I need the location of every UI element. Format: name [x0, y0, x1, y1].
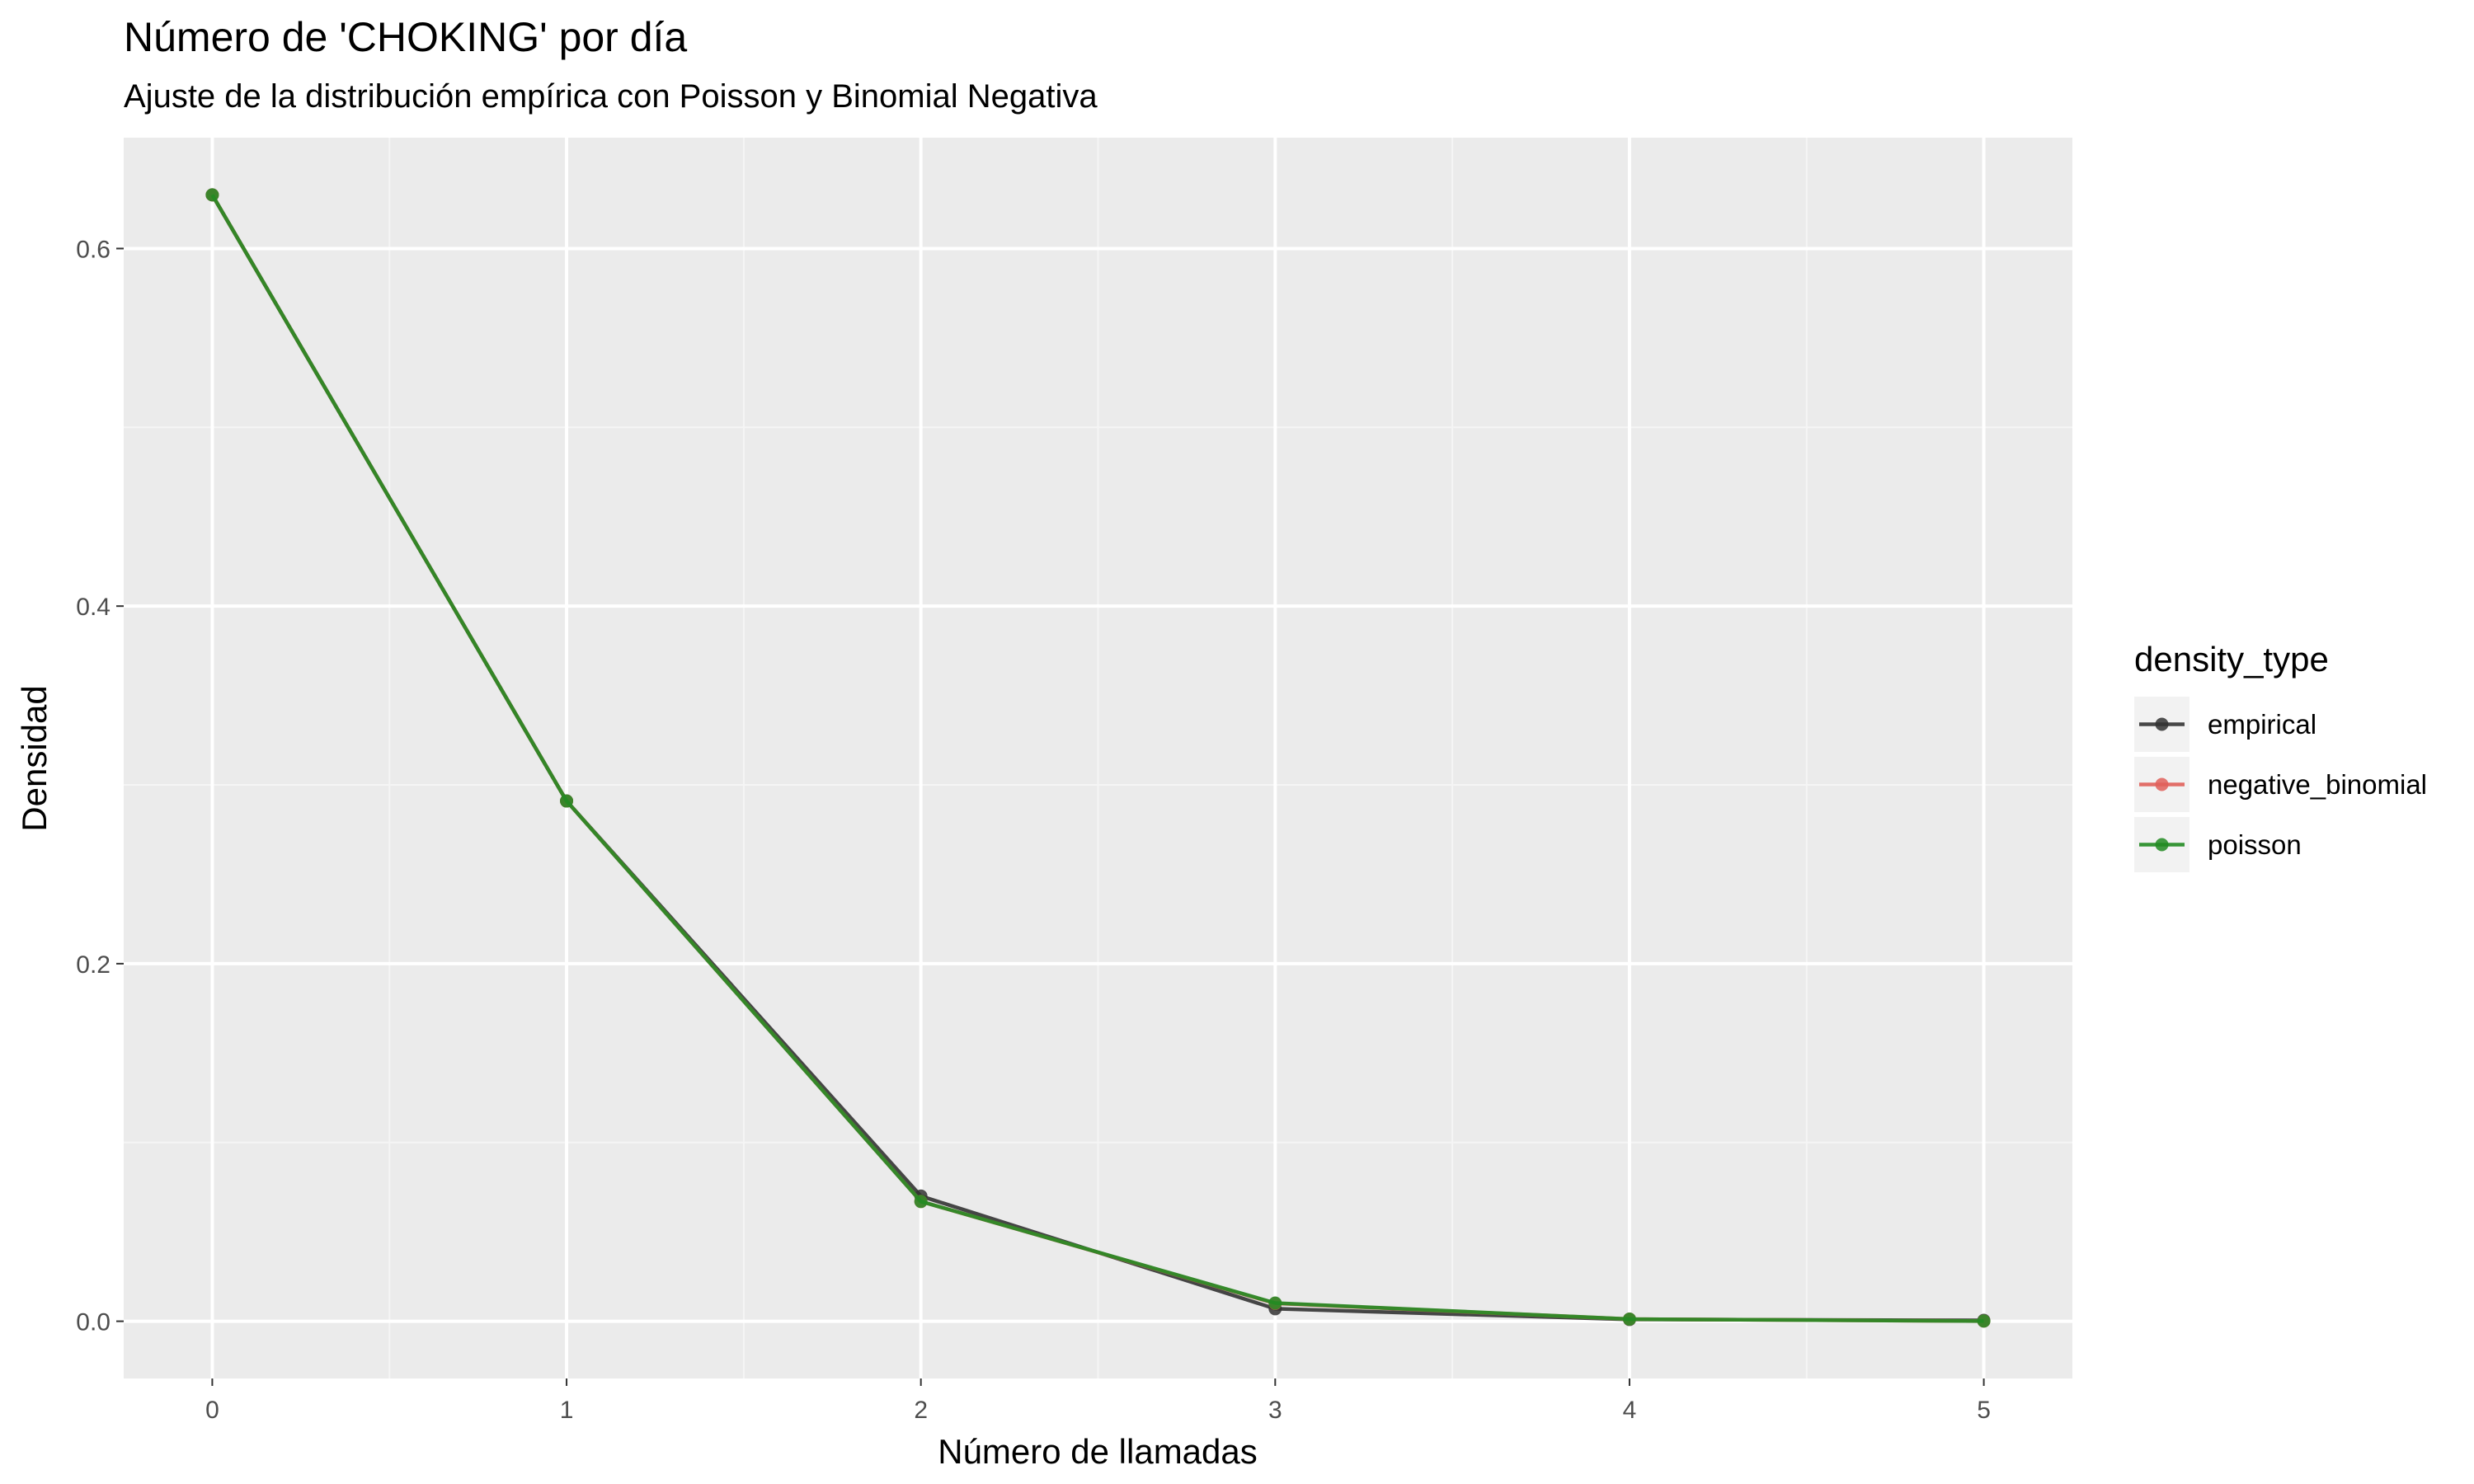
chart-subtitle: Ajuste de la distribución empírica con P…	[124, 78, 1098, 115]
x-axis: 0 1 2 3 4 5	[205, 1378, 1991, 1424]
y-axis: 0.0 0.2 0.4 0.6	[76, 236, 124, 1336]
legend-label-empirical: empirical	[2208, 709, 2316, 740]
legend-label-poisson: poisson	[2208, 829, 2302, 860]
y-tick-label: 0.4	[76, 594, 111, 621]
y-tick-label: 0.6	[76, 236, 111, 263]
data-point-poisson	[1622, 1313, 1636, 1327]
series-layer	[205, 188, 1991, 1328]
data-point-poisson	[560, 794, 574, 808]
legend-title: density_type	[2134, 640, 2329, 679]
x-tick-label: 4	[1623, 1397, 1637, 1424]
minor-gridlines	[124, 138, 2072, 1378]
data-point-poisson	[205, 188, 219, 202]
chart-title: Número de 'CHOKING' por día	[124, 14, 687, 60]
x-axis-title: Número de llamadas	[938, 1432, 1258, 1471]
x-tick-label: 5	[1977, 1397, 1991, 1424]
legend: density_type empirical negative_binomialp…	[2134, 640, 2427, 872]
data-point-poisson	[1977, 1314, 1991, 1328]
legend-label-negative_binomial: negative_binomial	[2208, 769, 2427, 800]
y-tick-label: 0.0	[76, 1309, 111, 1336]
series-line-poisson	[210, 194, 1984, 1323]
data-point-poisson	[914, 1195, 928, 1209]
legend-point-negative_binomial	[2155, 777, 2169, 791]
x-tick-label: 0	[205, 1397, 219, 1424]
data-point-poisson	[1268, 1296, 1282, 1310]
x-tick-label: 2	[914, 1397, 928, 1424]
legend-point-empirical	[2155, 717, 2169, 731]
x-tick-label: 3	[1268, 1397, 1282, 1424]
y-axis-title: Densidad	[15, 685, 54, 831]
x-tick-label: 1	[560, 1397, 574, 1424]
major-gridlines	[124, 138, 2072, 1378]
legend-point-poisson	[2155, 838, 2169, 852]
y-tick-label: 0.2	[76, 951, 111, 979]
